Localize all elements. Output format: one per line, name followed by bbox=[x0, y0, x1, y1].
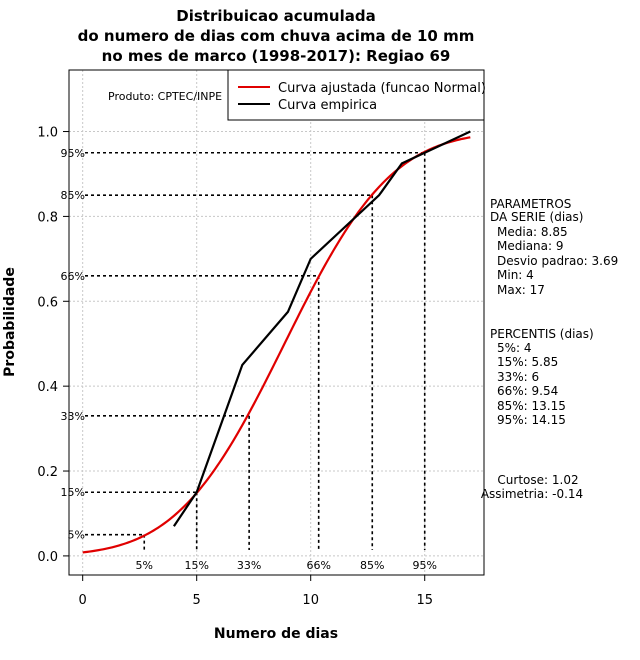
axes: 0 5 10 15 0.0 0.2 0.4 0.6 0.8 1.0 bbox=[37, 126, 433, 608]
x-axis-label: Numero de dias bbox=[214, 626, 338, 642]
param-sd: Desvio padrao: 3.69 bbox=[497, 254, 618, 268]
percentile-x-label: 85% bbox=[360, 559, 384, 572]
percentil-95: 95%: 14.15 bbox=[497, 413, 566, 427]
percentile-x-label: 66% bbox=[306, 559, 330, 572]
percentile-y-label: 85% bbox=[61, 189, 85, 202]
y-tick-label: 0.0 bbox=[37, 550, 58, 565]
empirical-curve-line bbox=[172, 130, 471, 527]
legend: Curva ajustada (funcao Normal) Curva emp… bbox=[227, 69, 486, 121]
percentile-guides: 5% 5% 15% 15% 33% 33% 66% 66% 85% 85% 95% 95% bbox=[61, 147, 437, 572]
percentile-y-label: 5% bbox=[68, 529, 85, 542]
percentile-y-label: 33% bbox=[61, 410, 85, 423]
percentil-15: 15%: 5.85 bbox=[497, 355, 558, 369]
chart-title-line-2: do numero de dias com chuva acima de 10 … bbox=[78, 27, 475, 45]
param-max: Max: 17 bbox=[497, 283, 545, 297]
percentile-y-label: 95% bbox=[61, 147, 85, 160]
percentil-85: 85%: 13.15 bbox=[497, 399, 566, 413]
legend-box bbox=[227, 69, 485, 121]
y-tick-label: 0.4 bbox=[37, 380, 58, 395]
y-axis-label: Probabilidade bbox=[2, 267, 18, 377]
grid bbox=[69, 70, 484, 575]
chart-title-line-1: Distribuicao acumulada bbox=[176, 7, 375, 25]
params-panel: PARAMETROS DA SERIE (dias) Media: 8.85 M… bbox=[490, 197, 618, 297]
param-min: Min: 4 bbox=[497, 268, 534, 282]
params-header-1: PARAMETROS bbox=[490, 197, 571, 211]
chart-title-line-3: no mes de marco (1998-2017): Regiao 69 bbox=[102, 47, 451, 65]
x-tick-label: 5 bbox=[193, 593, 201, 608]
skewness: Assimetria: -0.14 bbox=[481, 487, 583, 501]
plot-frame bbox=[68, 69, 485, 576]
x-tick-label: 0 bbox=[79, 593, 87, 608]
params-header-2: DA SERIE (dias) bbox=[490, 210, 583, 224]
kurtosis: Curtose: 1.02 bbox=[497, 473, 578, 487]
percentile-x-label: 5% bbox=[136, 559, 153, 572]
percentis-header: PERCENTIS (dias) bbox=[490, 327, 594, 341]
percentil-66: 66%: 9.54 bbox=[497, 384, 558, 398]
y-tick-label: 0.6 bbox=[37, 295, 58, 310]
x-tick-label: 15 bbox=[416, 593, 433, 608]
series-layer bbox=[82, 130, 471, 554]
percentile-x-label: 15% bbox=[184, 559, 208, 572]
percentis-panel: PERCENTIS (dias) 5%: 4 15%: 5.85 33%: 6 … bbox=[490, 327, 594, 427]
producer-note: Produto: CPTEC/INPE bbox=[108, 90, 222, 103]
percentile-y-label: 15% bbox=[61, 486, 85, 499]
percentile-y-label: 66% bbox=[61, 270, 85, 283]
y-tick-label: 0.2 bbox=[37, 465, 58, 480]
param-median: Mediana: 9 bbox=[497, 239, 564, 253]
x-tick-label: 10 bbox=[302, 593, 319, 608]
percentile-x-label: 33% bbox=[237, 559, 261, 572]
param-mean: Media: 8.85 bbox=[497, 225, 568, 239]
y-tick-label: 0.8 bbox=[37, 210, 58, 225]
percentil-5: 5%: 4 bbox=[497, 341, 532, 355]
percentile-x-label: 95% bbox=[412, 559, 436, 572]
fitted-curve-line bbox=[82, 136, 471, 554]
percentil-33: 33%: 6 bbox=[497, 370, 539, 384]
shape-panel: Curtose: 1.02 Assimetria: -0.14 bbox=[481, 473, 583, 501]
y-tick-label: 1.0 bbox=[37, 126, 58, 141]
legend-label-fitted: Curva ajustada (funcao Normal) bbox=[278, 81, 486, 96]
legend-label-empirical: Curva empirica bbox=[278, 98, 377, 113]
